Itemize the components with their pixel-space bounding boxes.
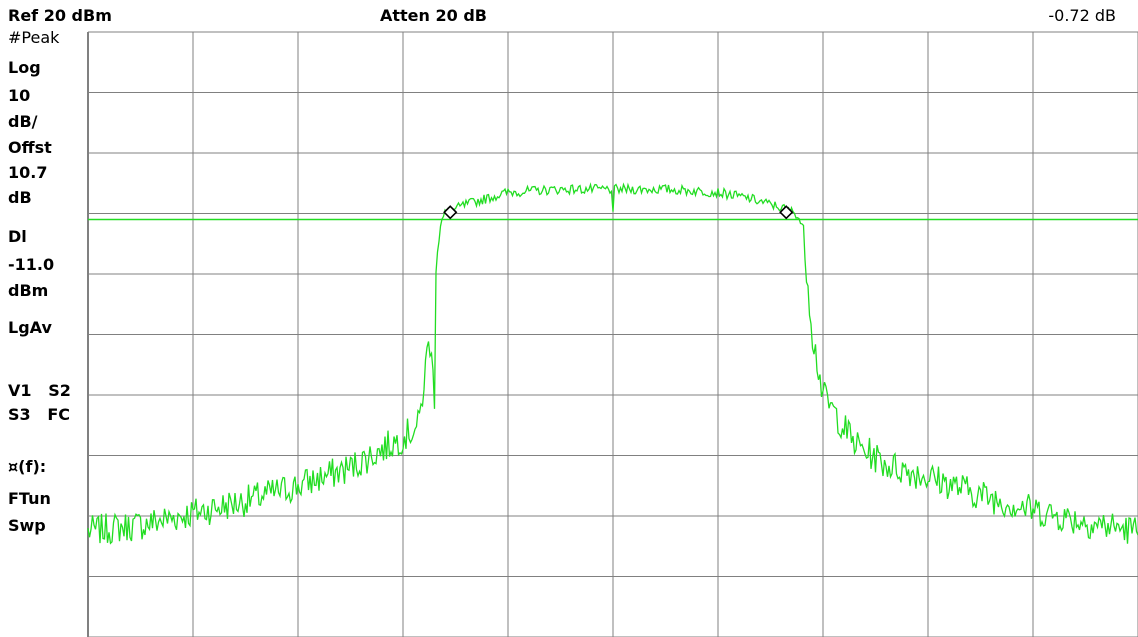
scale-type-label: Log bbox=[8, 58, 41, 77]
display-line-value-label: -11.0 bbox=[8, 255, 55, 274]
marker-group bbox=[443, 205, 794, 220]
ref-level-label: Ref 20 dBm bbox=[8, 6, 112, 25]
detector-label: #Peak bbox=[8, 28, 60, 47]
spectrum-trace bbox=[87, 182, 1138, 545]
display-line-unit-label: dBm bbox=[8, 281, 49, 300]
graticule bbox=[87, 31, 1138, 637]
side-annotation-panel: #Peak Log 10 dB/ Offst 10.7 dB Dl -11.0 … bbox=[8, 0, 88, 637]
trace-mode-row-2: S3 FC bbox=[8, 405, 71, 424]
correction-label: ¤(f): bbox=[8, 457, 47, 476]
average-mode-label: LgAv bbox=[8, 318, 52, 337]
scale-value-label: 10 bbox=[8, 86, 31, 105]
trace-mode-row-1: V1 S2 bbox=[8, 381, 71, 400]
offset-label: Offst bbox=[8, 138, 52, 157]
offset-value-label: 10.7 bbox=[8, 163, 48, 182]
scale-unit-label: dB/ bbox=[8, 112, 38, 131]
marker-diamond-icon bbox=[443, 205, 458, 220]
marker-delta-readout: -0.72 dB bbox=[1048, 6, 1116, 25]
display-line-label: Dl bbox=[8, 227, 27, 246]
attenuation-label: Atten 20 dB bbox=[380, 6, 487, 25]
tune-label: FTun bbox=[8, 489, 51, 508]
marker-diamond-icon bbox=[779, 205, 794, 220]
offset-unit-label: dB bbox=[8, 188, 32, 207]
sweep-label: Swp bbox=[8, 516, 46, 535]
